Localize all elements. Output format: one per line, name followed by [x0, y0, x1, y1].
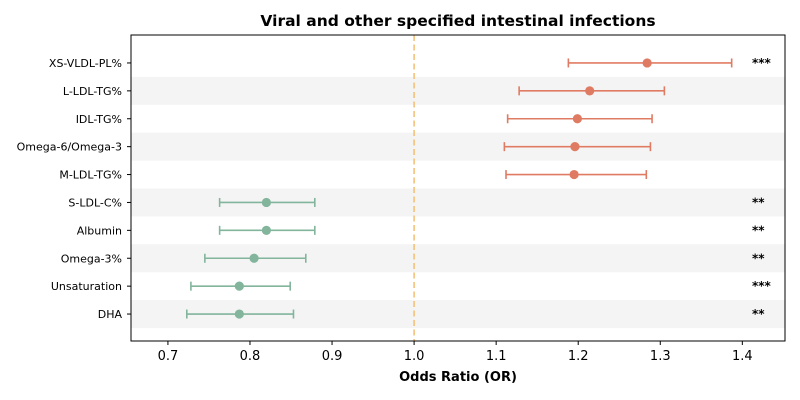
y-tick-label: Omega-3% — [61, 252, 122, 265]
x-tick-label: 1.1 — [486, 349, 507, 364]
significance-label: ** — [752, 223, 765, 237]
or-point — [261, 225, 271, 235]
y-tick-label: Omega-6/Omega-3 — [17, 141, 122, 154]
or-point — [234, 281, 244, 291]
y-tick-label: Unsaturation — [51, 280, 122, 293]
x-tick-label: 1.2 — [568, 349, 589, 364]
significance-label: *** — [752, 56, 772, 70]
x-axis: 0.7 0.8 0.9 1.0 1.1 1.2 1.3 1.4 — [158, 341, 753, 364]
y-tick-label: Albumin — [77, 224, 122, 237]
y-tick-label: IDL-TG% — [76, 113, 122, 126]
x-tick-label: 1.4 — [732, 349, 753, 364]
x-tick-label: 0.9 — [322, 349, 343, 364]
significance-label: ** — [752, 195, 765, 209]
significance-label: ** — [752, 307, 765, 321]
or-point — [261, 197, 271, 208]
row-band — [131, 132, 785, 161]
significance-labels: ************** — [752, 56, 772, 321]
significance-label: *** — [752, 279, 772, 293]
or-point — [572, 114, 582, 124]
or-point — [585, 86, 595, 96]
or-point — [642, 58, 652, 68]
x-tick-label: 1.3 — [650, 349, 671, 364]
or-point — [249, 253, 259, 263]
y-tick-label: M-LDL-TG% — [59, 169, 122, 182]
plot-frame — [130, 34, 786, 342]
or-point — [570, 142, 580, 152]
x-axis-label: Odds Ratio (OR) — [399, 370, 517, 385]
y-tick-label: DHA — [98, 308, 123, 321]
chart-title: Viral and other specified intestinal inf… — [260, 12, 655, 30]
significance-label: ** — [752, 251, 765, 265]
or-point — [234, 309, 244, 319]
row-band — [131, 76, 785, 105]
or-point — [569, 169, 579, 180]
x-tick-label: 0.8 — [240, 349, 261, 364]
x-tick-label: 0.7 — [158, 349, 179, 364]
y-tick-label: XS-VLDL-PL% — [49, 57, 122, 70]
y-labels: XS-VLDL-PL% L-LDL-TG% IDL-TG% Omega-6/Omega… — [17, 57, 131, 321]
x-tick-label: 1.0 — [404, 349, 425, 364]
data-marks — [185, 58, 733, 319]
y-tick-label: L-LDL-TG% — [63, 85, 122, 98]
y-tick-label: S-LDL-C% — [68, 196, 122, 209]
